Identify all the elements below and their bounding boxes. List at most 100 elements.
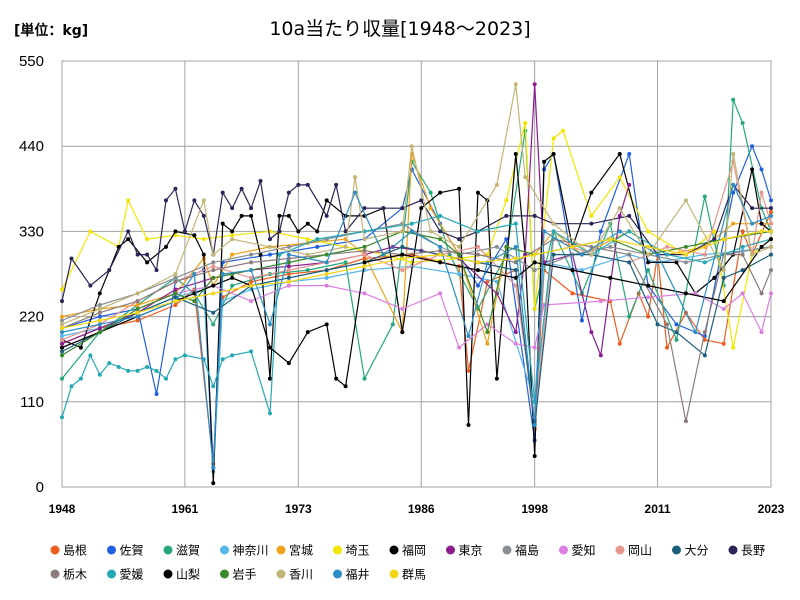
legend-item: 愛知	[559, 544, 596, 558]
legend-item: 栃木	[50, 568, 87, 582]
data-point	[731, 221, 736, 226]
data-point	[173, 287, 178, 292]
data-point	[324, 322, 329, 327]
data-point	[163, 198, 168, 203]
data-point	[551, 151, 556, 156]
data-point	[97, 310, 102, 315]
data-point	[135, 368, 140, 373]
data-point	[315, 237, 320, 242]
y-tick-label: 330	[19, 223, 44, 240]
data-point	[286, 272, 291, 276]
data-point	[211, 465, 216, 470]
data-point	[362, 206, 367, 211]
data-point	[163, 244, 168, 249]
legend-marker	[333, 569, 342, 579]
data-point	[475, 283, 480, 288]
data-point	[173, 279, 178, 284]
data-point	[230, 353, 235, 358]
x-tick-label: 1961	[172, 502, 199, 516]
x-tick-label: 2023	[758, 502, 785, 516]
data-point	[267, 376, 272, 381]
data-point	[230, 275, 235, 280]
data-point	[97, 291, 102, 296]
data-point	[608, 237, 613, 242]
data-point	[579, 252, 584, 257]
y-axis-ticks: 0 110 220 330 440 550	[19, 53, 44, 496]
legend-marker	[389, 569, 399, 579]
legend-label: 島根	[63, 543, 87, 558]
legend-item: 埼玉	[333, 544, 370, 558]
data-point	[457, 272, 462, 276]
legend-label: 神奈川	[233, 544, 269, 558]
data-point	[135, 318, 140, 323]
data-point	[759, 167, 764, 172]
legend-item: 島根	[50, 543, 87, 558]
data-point	[769, 229, 773, 234]
legend-label: 東京	[459, 544, 483, 558]
data-point	[570, 244, 575, 249]
y-tick-label: 220	[19, 309, 44, 326]
data-point	[740, 268, 745, 273]
data-point	[721, 341, 726, 346]
data-point	[192, 198, 197, 203]
data-point	[286, 244, 291, 249]
legend-item: 香川	[276, 568, 313, 582]
data-point	[249, 283, 254, 288]
data-point	[627, 151, 632, 156]
legend-label: 岡山	[628, 544, 652, 558]
data-point	[523, 175, 528, 180]
data-point	[192, 291, 197, 296]
data-point	[617, 213, 622, 218]
data-point	[267, 244, 272, 249]
data-point	[769, 210, 773, 215]
series-line	[61, 246, 772, 472]
data-point	[182, 229, 187, 234]
x-axis-ticks: 1948 1961 1973 1986 1998 2011 2023	[49, 502, 785, 516]
data-point	[712, 237, 717, 242]
data-point	[617, 151, 622, 156]
legend-item: 神奈川	[220, 544, 269, 558]
data-point	[343, 244, 348, 249]
data-point	[513, 275, 518, 280]
data-point	[145, 252, 150, 257]
data-point	[60, 326, 64, 331]
data-point	[173, 357, 178, 362]
data-point	[211, 264, 216, 269]
data-point	[135, 302, 140, 307]
legend-label: 福岡	[402, 543, 426, 558]
data-point	[182, 353, 187, 358]
data-point	[608, 275, 613, 280]
data-point	[551, 221, 556, 226]
data-point	[97, 330, 102, 335]
data-point	[296, 229, 301, 234]
data-point	[220, 272, 225, 276]
data-point	[230, 237, 235, 242]
data-point	[258, 179, 263, 184]
data-point	[135, 310, 140, 315]
series-line	[61, 152, 772, 484]
data-point	[466, 368, 471, 373]
data-point	[551, 252, 556, 257]
data-point	[532, 423, 537, 428]
data-point	[721, 268, 726, 273]
data-point	[589, 221, 594, 226]
data-point	[211, 481, 216, 486]
data-point	[409, 221, 414, 226]
data-point	[457, 252, 462, 257]
data-point	[324, 252, 329, 257]
data-point	[532, 82, 537, 87]
data-point	[769, 206, 773, 211]
data-point	[305, 330, 310, 335]
legend-item: 岩手	[220, 567, 257, 582]
data-point	[513, 268, 518, 273]
data-point	[173, 229, 178, 234]
data-point	[381, 206, 386, 211]
data-point	[97, 306, 102, 311]
data-point	[211, 322, 216, 327]
data-point	[542, 159, 547, 164]
data-point	[475, 268, 480, 273]
data-point	[702, 330, 707, 335]
data-point	[126, 198, 131, 203]
data-point	[201, 237, 206, 242]
data-point	[60, 333, 64, 338]
